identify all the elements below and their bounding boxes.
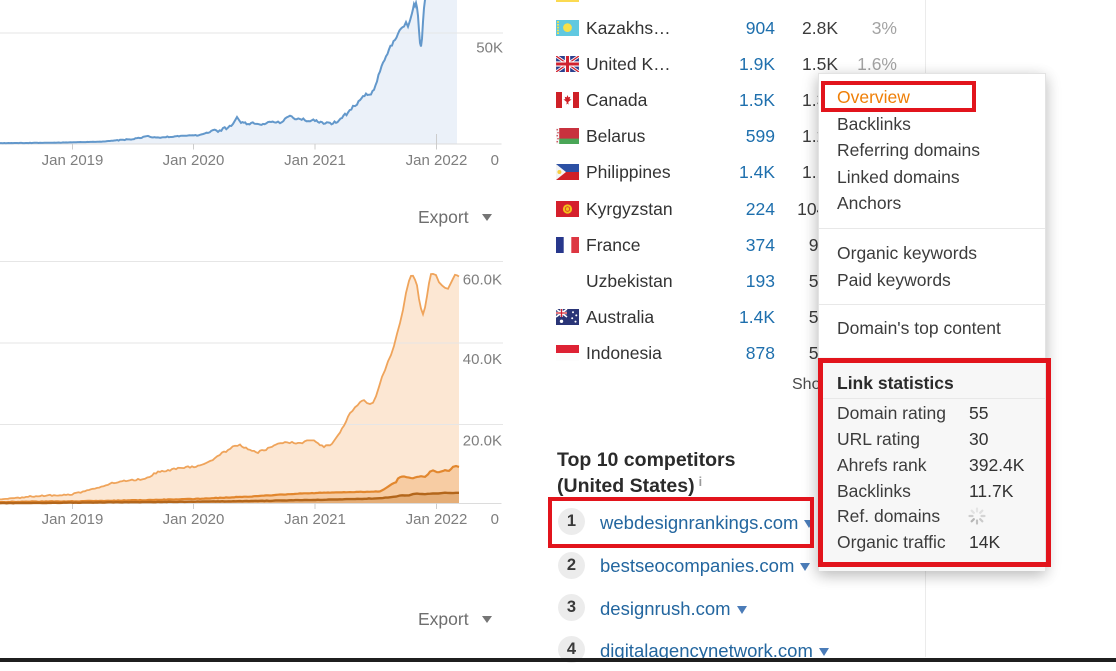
svg-text:60.0K: 60.0K bbox=[463, 272, 502, 289]
svg-text:0: 0 bbox=[491, 511, 499, 528]
svg-text:Jan 2022: Jan 2022 bbox=[406, 511, 468, 528]
svg-text:Jan 2022: Jan 2022 bbox=[406, 152, 468, 169]
svg-text:Jan 2019: Jan 2019 bbox=[42, 152, 104, 169]
svg-text:Jan 2021: Jan 2021 bbox=[284, 511, 346, 528]
svg-text:Jan 2019: Jan 2019 bbox=[42, 511, 104, 528]
svg-text:0: 0 bbox=[491, 152, 499, 169]
svg-text:Jan 2020: Jan 2020 bbox=[163, 152, 225, 169]
svg-text:Jan 2021: Jan 2021 bbox=[284, 152, 346, 169]
svg-text:Jan 2020: Jan 2020 bbox=[163, 511, 225, 528]
svg-text:20.0K: 20.0K bbox=[463, 433, 502, 450]
svg-text:40.0K: 40.0K bbox=[463, 351, 502, 368]
svg-text:50K: 50K bbox=[476, 40, 503, 57]
